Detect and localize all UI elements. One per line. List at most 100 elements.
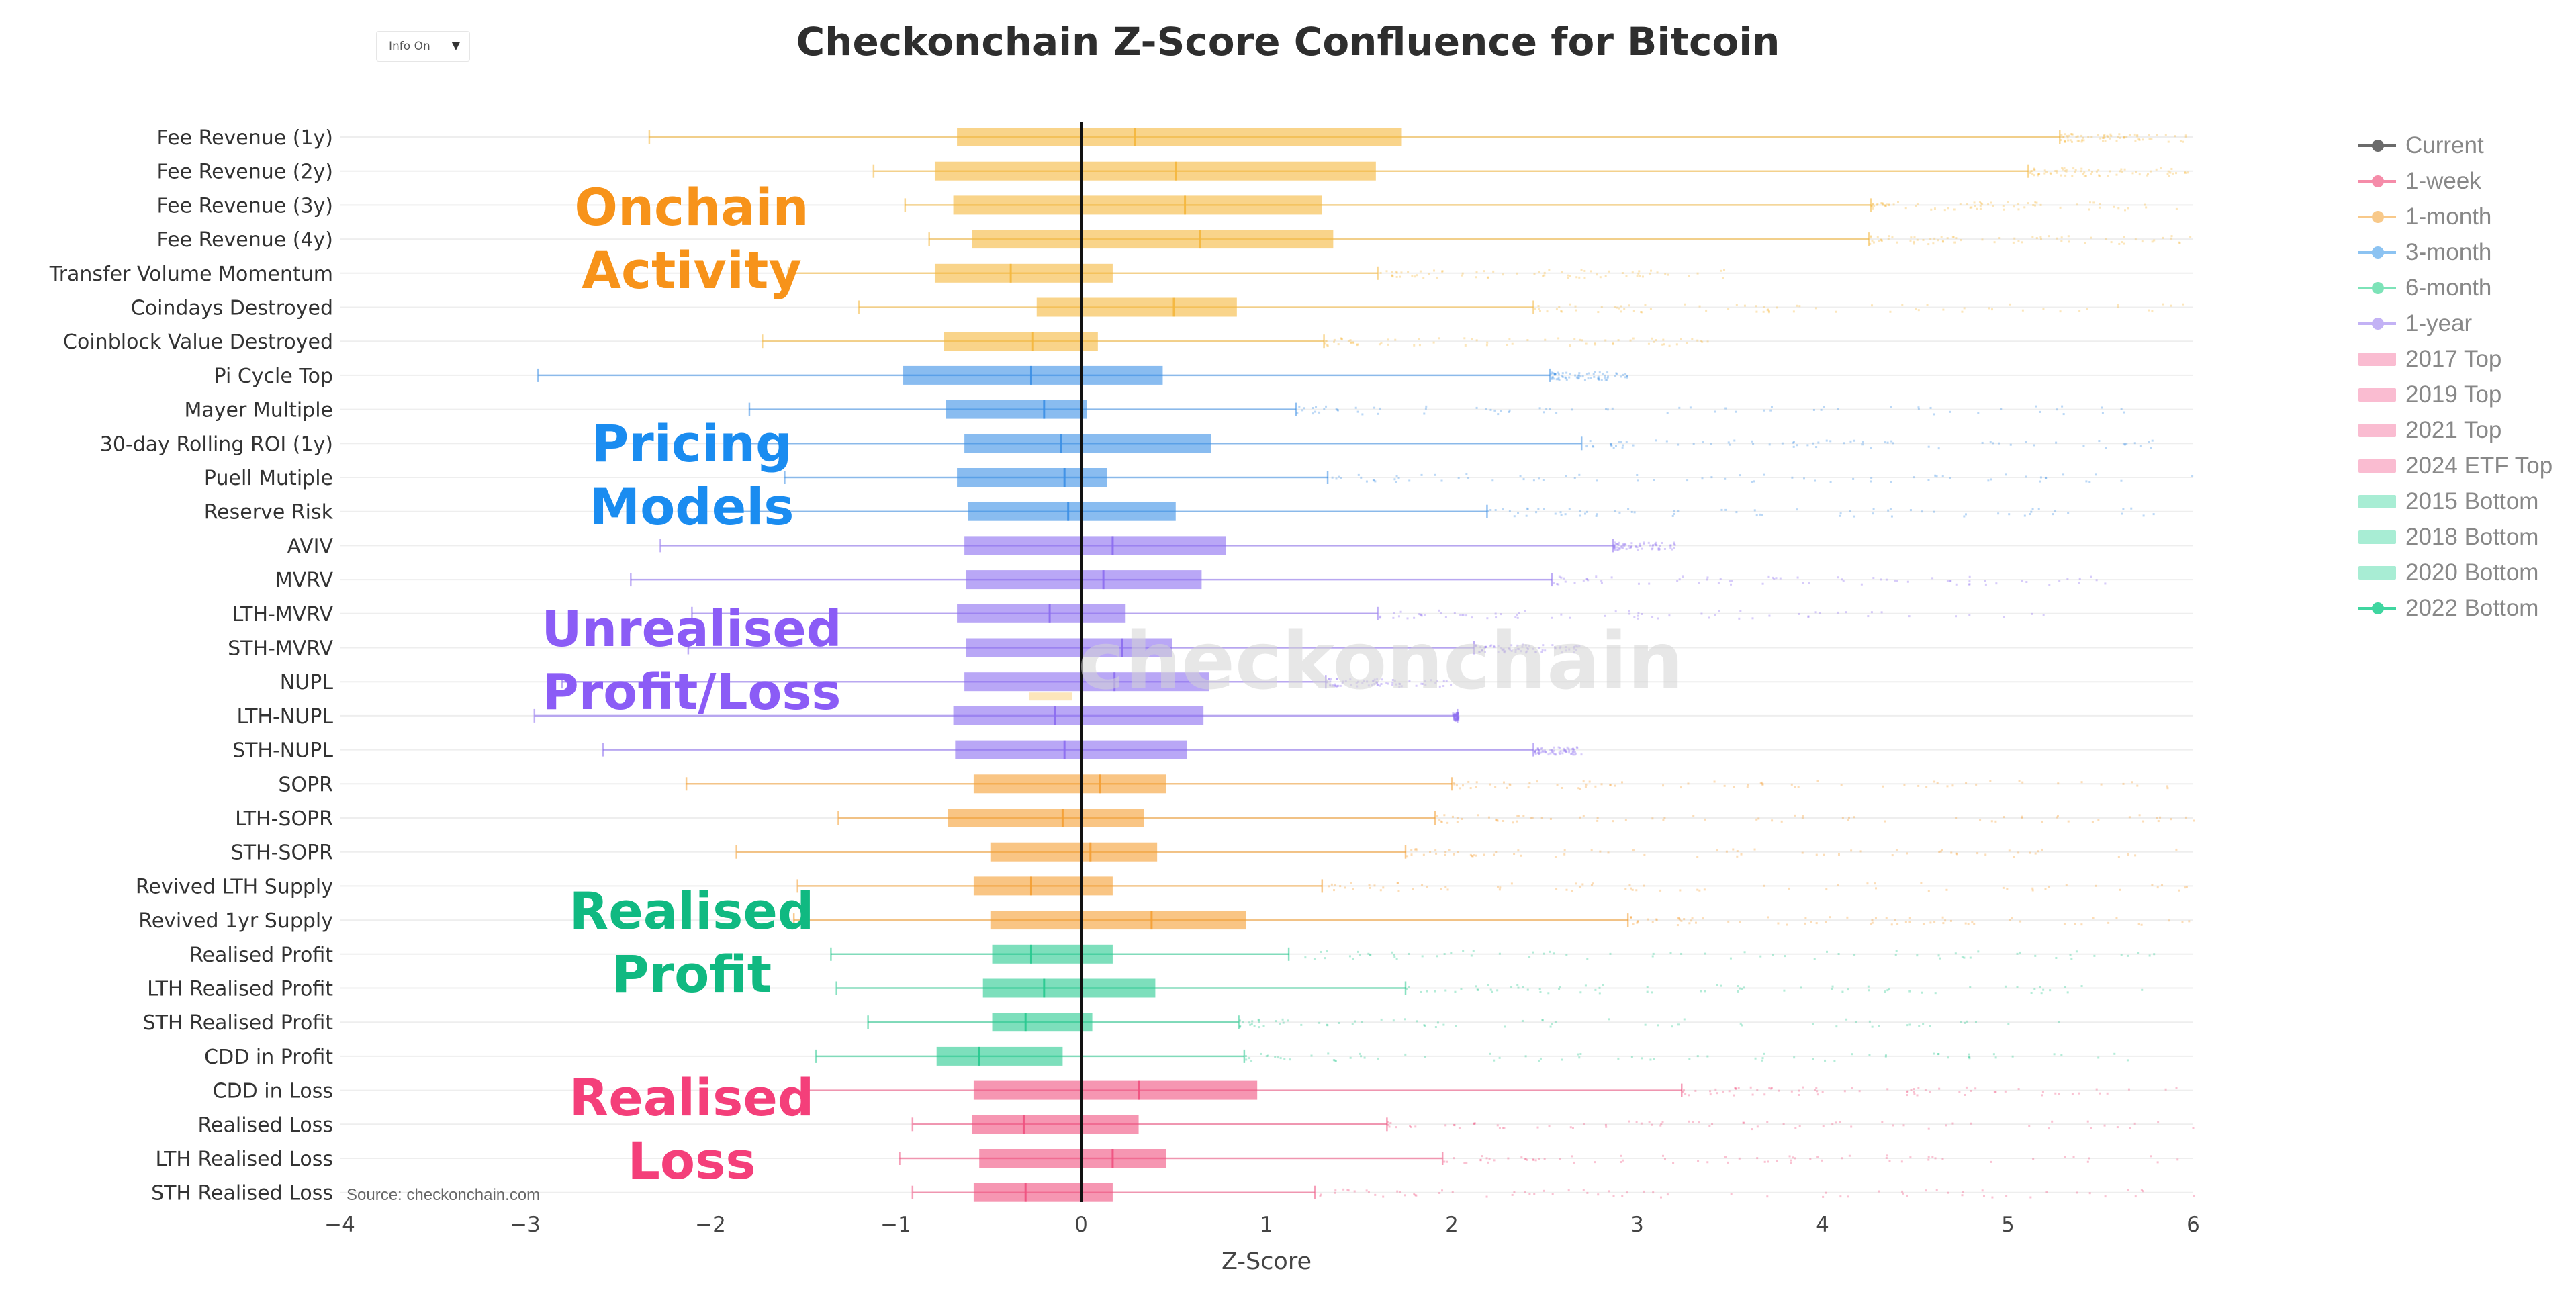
outlier-point — [1739, 1022, 1742, 1025]
outlier-point — [1627, 508, 1630, 510]
outlier-point — [1333, 340, 1336, 343]
outlier-point — [1538, 749, 1540, 751]
outlier-point — [1596, 819, 1599, 822]
x-tick-label: 3 — [1630, 1213, 1644, 1237]
outlier-point — [2062, 136, 2065, 138]
legend-item[interactable]: 2022 Bottom — [2357, 590, 2552, 626]
legend-item[interactable]: 2021 Top — [2357, 412, 2552, 448]
outlier-point — [1668, 614, 1671, 617]
outlier-point — [1906, 1091, 1908, 1093]
legend-item[interactable]: 2018 Bottom — [2357, 519, 2552, 555]
outlier-point — [1557, 378, 1560, 381]
outlier-point — [1479, 1158, 1482, 1161]
outlier-point — [1550, 377, 1553, 380]
legend-item[interactable]: 2024 ETF Top — [2357, 448, 2552, 483]
legend-label: 2022 Bottom — [2405, 594, 2539, 621]
outlier-point — [1540, 748, 1543, 751]
outlier-point — [1510, 882, 1513, 885]
outlier-point — [2027, 202, 2029, 205]
outlier-point — [2092, 917, 2095, 919]
outlier-point — [1604, 339, 1607, 342]
outlier-point — [2123, 236, 2126, 238]
outlier-point — [1636, 921, 1639, 924]
outlier-point — [1487, 510, 1489, 512]
legend-item[interactable]: 2017 Top — [2357, 341, 2552, 377]
legend-item[interactable]: 2019 Top — [2357, 377, 2552, 412]
outlier-point — [2128, 816, 2131, 819]
outlier-point — [1847, 816, 1850, 819]
outlier-point — [2037, 174, 2039, 177]
outlier-point — [1339, 885, 1342, 888]
outlier-point — [1424, 1056, 1426, 1058]
outlier-point — [1694, 921, 1697, 924]
outlier-point — [1616, 546, 1619, 549]
outlier-point — [2175, 1087, 2178, 1089]
legend-item[interactable]: 3-month — [2357, 234, 2552, 270]
outlier-point — [1538, 270, 1540, 273]
outlier-point — [1356, 685, 1359, 688]
outlier-point — [2064, 174, 2067, 177]
outlier-point — [1942, 308, 1945, 311]
outlier-point — [1629, 339, 1632, 342]
outlier-point — [1908, 1023, 1911, 1026]
row-label: Fee Revenue (3y) — [157, 194, 334, 218]
outlier-point — [1855, 1021, 1857, 1023]
outlier-point — [1555, 753, 1557, 756]
legend-item[interactable]: 1-year — [2357, 306, 2552, 341]
outlier-point — [1555, 412, 1558, 414]
outlier-point — [2080, 781, 2083, 784]
outlier-point — [1853, 515, 1856, 518]
outlier-point — [1680, 952, 1683, 955]
outlier-point — [1397, 882, 1399, 884]
outlier-point — [1561, 271, 1563, 273]
outlier-point — [1461, 614, 1464, 616]
outlier-point — [1955, 615, 1958, 618]
legend-item[interactable]: 6-month — [2357, 270, 2552, 306]
legend-item[interactable]: 2020 Bottom — [2357, 555, 2552, 590]
outlier-point — [1267, 1054, 1269, 1057]
outlier-point — [2105, 447, 2107, 449]
outlier-point — [1548, 269, 1551, 271]
info-dropdown[interactable]: Info On ▼ — [376, 31, 470, 62]
outlier-point — [1618, 307, 1620, 310]
outlier-point — [1614, 545, 1616, 548]
outlier-point — [2125, 136, 2128, 138]
outlier-point — [2042, 614, 2045, 616]
outlier-point — [1632, 337, 1635, 340]
outlier-point — [1420, 682, 1423, 685]
outlier-point — [1359, 1052, 1361, 1055]
outlier-point — [1557, 371, 1560, 374]
outlier-point — [1969, 986, 1972, 988]
outlier-point — [1756, 1089, 1759, 1091]
outlier-point — [1239, 1025, 1242, 1027]
outlier-point — [1352, 342, 1355, 344]
outlier-point — [2067, 139, 2070, 142]
outlier-point — [1258, 1026, 1260, 1029]
outlier-point — [1350, 882, 1352, 884]
outlier-point — [2134, 238, 2137, 241]
outlier-point — [1415, 849, 1418, 852]
outlier-point — [1655, 439, 1657, 442]
outlier-point — [1786, 923, 1788, 926]
outlier-point — [1544, 338, 1547, 341]
outlier-point — [1825, 888, 1828, 891]
outlier-point — [1563, 849, 1566, 851]
outlier-point — [1841, 1157, 1843, 1160]
outlier-point — [1453, 612, 1456, 614]
legend-item[interactable]: 2015 Bottom — [2357, 483, 2552, 519]
outlier-point — [2083, 175, 2086, 177]
outlier-point — [1484, 645, 1487, 648]
outlier-point — [1620, 375, 1622, 378]
outlier-point — [1539, 1057, 1542, 1060]
legend-item[interactable]: Current — [2357, 128, 2552, 163]
legend-item[interactable]: 1-week — [2357, 163, 2552, 199]
outlier-point — [1489, 988, 1492, 991]
outlier-point — [1666, 1193, 1669, 1196]
outlier-point — [1876, 236, 1879, 239]
legend-item[interactable]: 1-month — [2357, 199, 2552, 234]
outlier-point — [1467, 780, 1470, 783]
outlier-point — [1627, 544, 1630, 547]
outlier-point — [1768, 443, 1771, 446]
legend-label: 1-year — [2405, 310, 2473, 336]
outlier-point — [1565, 371, 1568, 374]
